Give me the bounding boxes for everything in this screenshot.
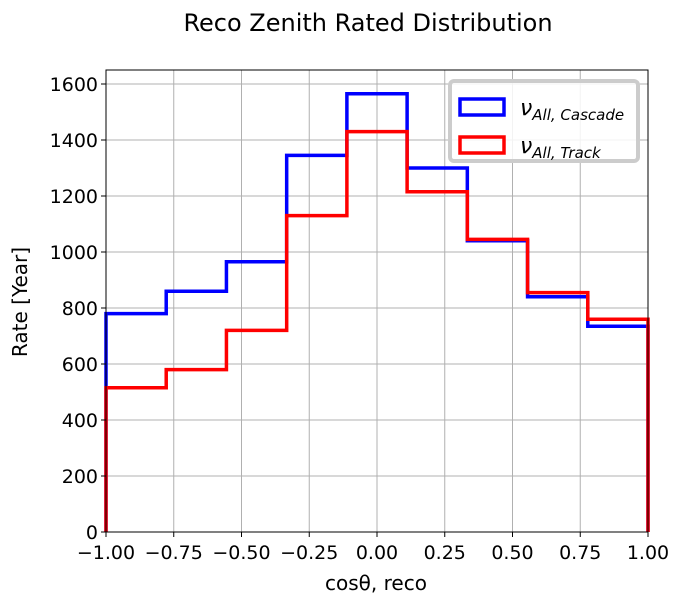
legend-symbol: ν <box>520 96 532 121</box>
grid <box>105 70 649 533</box>
x-axis-label: cosθ, reco <box>325 571 427 595</box>
y-tick-label: 1600 <box>50 74 98 96</box>
legend-symbol: ν <box>520 134 532 159</box>
series-all-track <box>104 129 650 532</box>
chart-title: Reco Zenith Rated Distribution <box>183 9 552 37</box>
legend-subscript: All, Cascade <box>531 106 624 124</box>
legend-entry: νAll, Cascade <box>520 96 624 124</box>
series-step-line <box>104 92 650 532</box>
y-axis: 0 200 400 600 800 1000 1200 1400 1600 <box>50 74 106 544</box>
legend-swatch <box>458 135 506 155</box>
x-tick-label: 0.50 <box>491 542 533 564</box>
y-axis-label: Rate [Year] <box>8 247 32 357</box>
y-tick-label: 800 <box>62 298 98 320</box>
y-tick-label: 600 <box>62 354 98 376</box>
y-tick-label: 0 <box>86 522 98 544</box>
x-tick-label: −1.00 <box>77 542 135 564</box>
legend-subscript: All, Track <box>531 144 602 162</box>
legend-swatch <box>458 97 506 117</box>
y-tick-label: 1200 <box>50 186 98 208</box>
series-all-cascade <box>104 92 650 532</box>
x-tick-label: −0.75 <box>145 542 203 564</box>
x-tick-label: 0.00 <box>356 542 398 564</box>
x-tick-label: −0.50 <box>212 542 270 564</box>
y-tick-label: 1000 <box>50 242 98 264</box>
legend-entry: νAll, Track <box>520 134 602 162</box>
x-tick-label: 1.00 <box>627 542 669 564</box>
series-step-line <box>104 129 650 532</box>
plot-area <box>104 92 650 532</box>
legend-box <box>448 79 640 163</box>
y-tick-label: 400 <box>62 410 98 432</box>
x-tick-label: 0.25 <box>424 542 466 564</box>
x-tick-label: 0.75 <box>559 542 601 564</box>
y-tick-label: 1400 <box>50 130 98 152</box>
x-tick-label: −0.25 <box>280 542 338 564</box>
x-axis: −1.00 −0.75 −0.50 −0.25 0.00 0.25 0.50 0.75 1.00 <box>77 532 669 564</box>
y-tick-label: 200 <box>62 466 98 488</box>
